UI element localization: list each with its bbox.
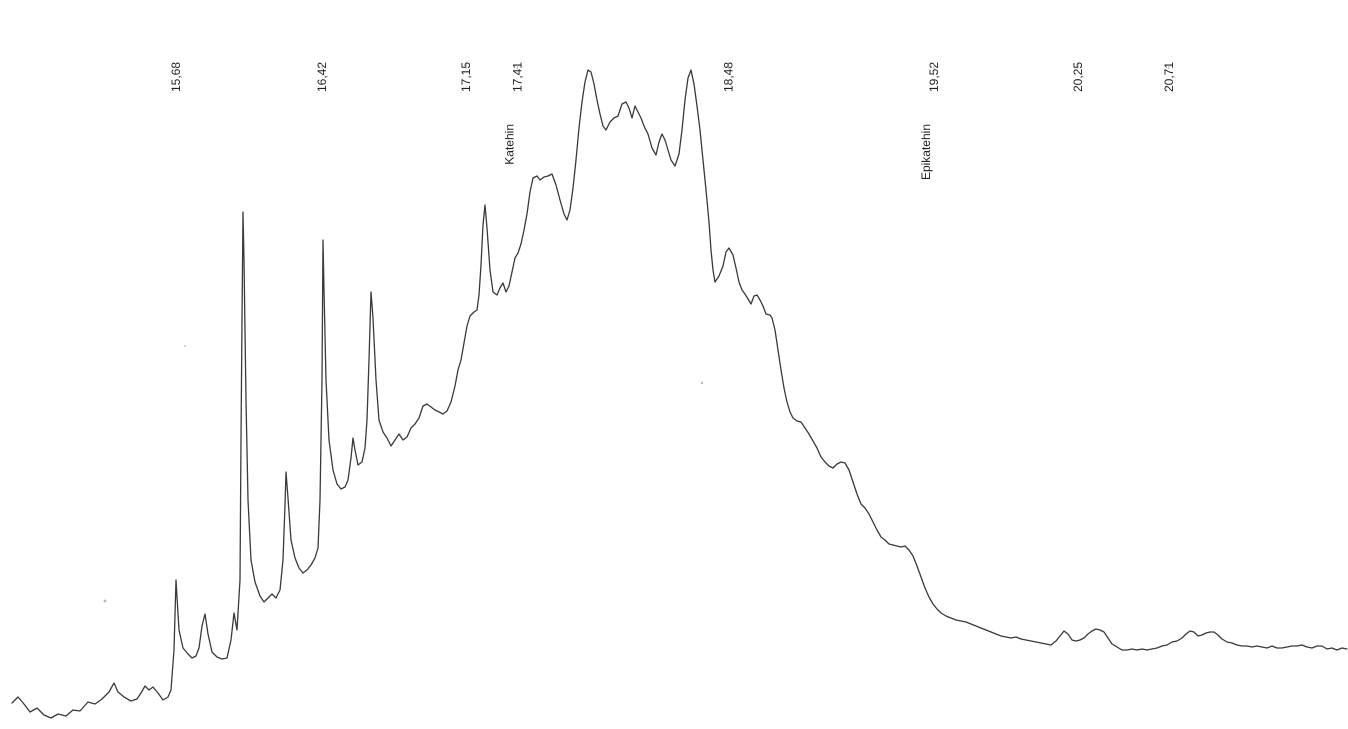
chromatogram-trace bbox=[11, 69, 1348, 719]
retention-time-labels: 15,68 16,42 17,15 17,41 18,48 19,52 20,25 20,71… bbox=[169, 62, 1176, 92]
retention-time-label: 17,41 bbox=[511, 62, 525, 92]
retention-time-label: 17,15 bbox=[459, 62, 473, 92]
retention-time-label: 15,68 bbox=[169, 62, 183, 92]
retention-time-label: 19,52 bbox=[927, 62, 941, 92]
retention-time-label: 16,42 bbox=[315, 62, 329, 92]
compound-label: Katehin bbox=[503, 124, 517, 165]
retention-time-label: 20,25 bbox=[1071, 62, 1085, 92]
retention-time-label: 18,48 bbox=[722, 62, 736, 92]
compound-label: Epikatehin bbox=[919, 124, 933, 180]
retention-time-label: 20,71 bbox=[1162, 62, 1176, 92]
paper-specks bbox=[103, 345, 704, 603]
compound-labels: KatehinEpikatehinEpikatehin-galat bbox=[503, 124, 934, 180]
